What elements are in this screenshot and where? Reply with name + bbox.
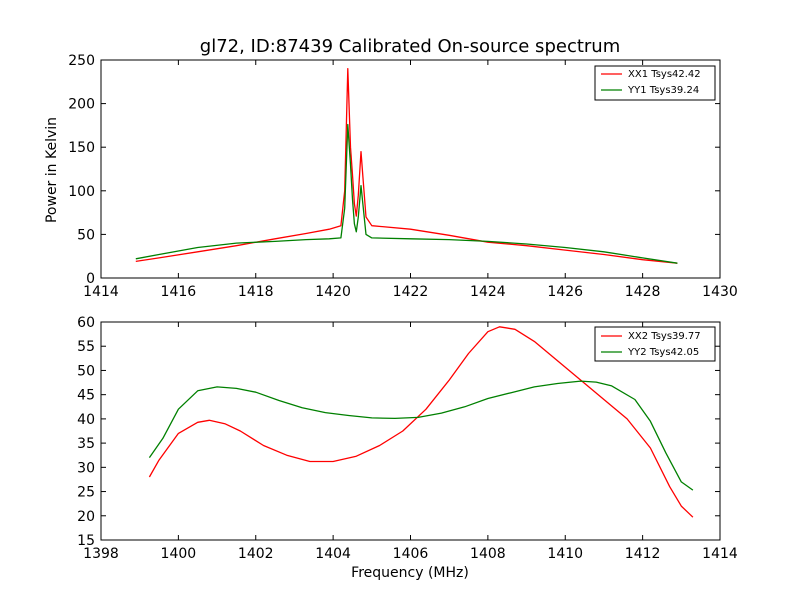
top-y-tick-label: 50 bbox=[77, 227, 95, 243]
bottom-y-tick-label: 20 bbox=[77, 509, 95, 525]
bottom-x-tick-label: 1402 bbox=[238, 546, 274, 562]
bottom-x-tick-label: 1412 bbox=[625, 546, 661, 562]
top-y-tick-label: 100 bbox=[68, 184, 95, 200]
top-legend: XX1 Tsys42.42 YY1 Tsys39.24 bbox=[594, 65, 716, 101]
chart-title: gl72, ID:87439 Calibrated On-source spec… bbox=[200, 36, 620, 57]
bottom-y-tick-label: 55 bbox=[77, 339, 95, 355]
top-y-axis-label: Power in Kelvin bbox=[44, 117, 60, 223]
bottom-legend: XX2 Tsys39.77 YY2 Tsys42.05 bbox=[594, 326, 716, 362]
bottom-series-lines bbox=[148, 326, 694, 518]
bottom-x-axis-label: Frequency (MHz) bbox=[351, 565, 469, 581]
top-x-tick-label: 1426 bbox=[547, 284, 583, 300]
top-x-tick-label: 1420 bbox=[315, 284, 351, 300]
bottom-y-tick-label: 45 bbox=[77, 388, 95, 404]
top-chart: gl72, ID:87439 Calibrated On-source spec… bbox=[44, 36, 738, 300]
bottom-y-tick-label: 35 bbox=[77, 436, 95, 452]
top-y-tick-label: 200 bbox=[68, 97, 95, 113]
top-axis-ticks: 1414 1416 1418 1420 1422 1424 1426 1428 1430 0 50 1… bbox=[68, 53, 738, 300]
top-x-tick-label: 1430 bbox=[702, 284, 738, 300]
top-legend-label-xx1: XX1 Tsys42.42 bbox=[628, 69, 701, 80]
top-legend-box bbox=[594, 65, 716, 101]
bottom-legend-label-yy2: YY2 Tsys42.05 bbox=[627, 347, 699, 358]
bottom-y-tick-label: 50 bbox=[77, 363, 95, 379]
bottom-y-tick-label: 60 bbox=[77, 315, 95, 331]
bottom-legend-box bbox=[594, 326, 716, 362]
bottom-series-line-1 bbox=[148, 326, 694, 518]
bottom-axis-ticks: 1398 1400 1402 1404 1406 1408 1410 1412 1414 15 20… bbox=[77, 315, 738, 562]
bottom-x-tick-label: 1404 bbox=[315, 546, 351, 562]
top-series-line-1 bbox=[135, 68, 678, 264]
bottom-legend-label-xx2: XX2 Tsys39.77 bbox=[628, 331, 701, 342]
bottom-y-tick-label: 25 bbox=[77, 485, 95, 501]
bottom-chart: 1398 1400 1402 1404 1406 1408 1410 1412 1414 15 20… bbox=[77, 315, 738, 581]
top-y-tick-label: 250 bbox=[68, 53, 95, 69]
bottom-y-tick-label: 15 bbox=[77, 533, 95, 549]
top-x-tick-label: 1424 bbox=[470, 284, 506, 300]
top-series-line-2 bbox=[135, 123, 678, 264]
top-x-tick-label: 1416 bbox=[161, 284, 197, 300]
bottom-y-tick-label: 40 bbox=[77, 412, 95, 428]
bottom-x-tick-label: 1400 bbox=[161, 546, 197, 562]
bottom-series-line-2 bbox=[148, 380, 694, 491]
top-y-tick-label: 0 bbox=[86, 271, 95, 287]
bottom-x-tick-label: 1414 bbox=[702, 546, 738, 562]
top-x-tick-label: 1418 bbox=[238, 284, 274, 300]
top-x-tick-label: 1428 bbox=[625, 284, 661, 300]
top-series-lines bbox=[135, 68, 678, 264]
bottom-x-tick-label: 1410 bbox=[547, 546, 583, 562]
bottom-y-tick-label: 30 bbox=[77, 460, 95, 476]
bottom-x-tick-label: 1398 bbox=[83, 546, 119, 562]
bottom-x-tick-label: 1406 bbox=[393, 546, 429, 562]
top-y-tick-label: 150 bbox=[68, 140, 95, 156]
top-x-tick-label: 1422 bbox=[393, 284, 429, 300]
top-legend-label-yy1: YY1 Tsys39.24 bbox=[627, 85, 699, 96]
top-x-tick-label: 1414 bbox=[83, 284, 119, 300]
bottom-x-tick-label: 1408 bbox=[470, 546, 506, 562]
